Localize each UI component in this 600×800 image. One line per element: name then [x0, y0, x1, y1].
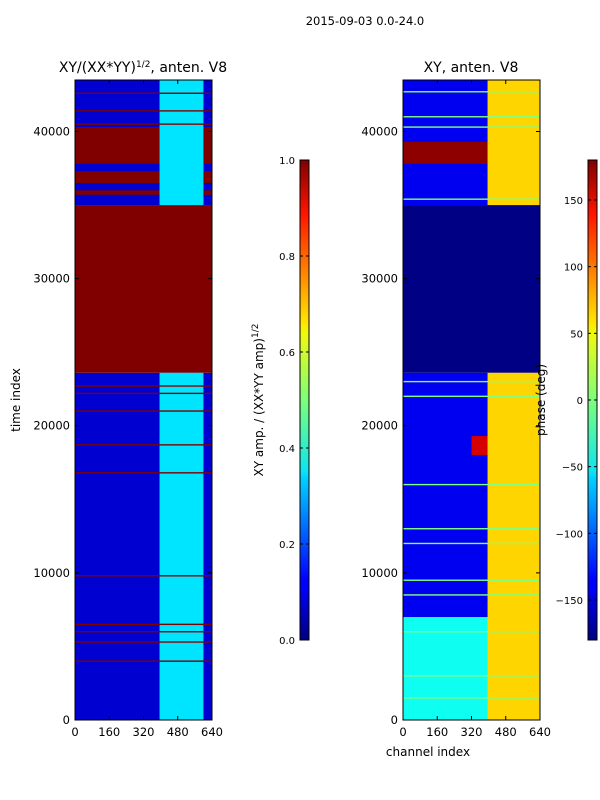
y-tick-label: 0	[63, 713, 70, 727]
x-tick-label: 480	[495, 725, 517, 739]
amplitude-heatmap	[75, 80, 212, 720]
phase-colorbar-label: phase (deg)	[534, 364, 548, 436]
heatmap-block	[159, 372, 204, 720]
colorbar-tick-label: 0.6	[279, 348, 295, 359]
heatmap-line	[75, 92, 212, 94]
x-tick-label: 0	[71, 725, 78, 739]
heatmap-line	[403, 528, 540, 530]
amplitude-colorbar-ticks: 0.0 0.2 0.4 0.6 0.8 1.0	[279, 156, 309, 647]
panel-amplitude: XY/(XX*YY)1/2, anten. V8 0 160 320 480 640 0…	[9, 60, 227, 739]
y-tick-label: 20000	[33, 419, 70, 433]
colorbar-tick-label: 1.0	[279, 156, 295, 167]
heatmap-line	[75, 641, 212, 643]
heatmap-line	[75, 123, 212, 125]
panel-phase-title: XY, anten. V8	[424, 60, 519, 76]
x-tick-label: 0	[399, 725, 406, 739]
x-tick-label: 480	[167, 725, 189, 739]
heatmap-line	[75, 623, 212, 626]
phase-colorbar: −150 −100 −50 0 50 100 150 phase (deg)	[534, 159, 598, 641]
heatmap-line	[403, 126, 540, 128]
amplitude-y-label: time index	[9, 368, 23, 432]
amplitude-x-ticks: 0 160 320 480 640	[71, 80, 223, 739]
colorbar-tick-label: 0.2	[279, 540, 295, 551]
heatmap-line	[75, 385, 212, 387]
amplitude-colorbar-label: XY amp. / (XX*YY amp)1/2	[251, 324, 266, 477]
heatmap-block	[403, 205, 540, 373]
panel-phase: XY, anten. V8 0 160 320 480 640 0 10000 20000 3…	[361, 60, 551, 759]
amplitude-colorbar-gradient	[299, 159, 310, 641]
heatmap-line	[403, 483, 540, 486]
heatmap-block	[159, 80, 204, 206]
phase-y-ticks: 0 10000 20000 30000 40000	[361, 124, 540, 727]
amplitude-y-ticks: 0 10000 20000 30000 40000	[33, 124, 212, 727]
x-tick-label: 320	[461, 725, 483, 739]
figure-suptitle: 2015-09-03 0.0-24.0	[306, 14, 425, 28]
colorbar-tick-label: 100	[564, 263, 583, 274]
y-tick-label: 20000	[361, 419, 398, 433]
heatmap-line	[403, 594, 540, 596]
heatmap-line	[403, 395, 540, 398]
heatmap-line	[75, 410, 212, 412]
heatmap-line	[403, 631, 540, 633]
heatmap-block	[75, 190, 212, 195]
colorbar-tick-label: 0	[577, 396, 583, 407]
heatmap-line	[403, 198, 540, 200]
amplitude-colorbar: 0.0 0.2 0.4 0.6 0.8 1.0 XY amp. / (XX*YY amp)…	[251, 156, 310, 647]
y-tick-label: 0	[391, 713, 398, 727]
colorbar-tick-label: 0.4	[279, 444, 295, 455]
colorbar-tick-label: 150	[564, 196, 583, 207]
heatmap-line	[75, 110, 212, 112]
heatmap-line	[75, 472, 212, 474]
heatmap-line	[403, 91, 540, 93]
heatmap-line	[403, 542, 540, 545]
x-tick-label: 640	[529, 725, 551, 739]
heatmap-block	[487, 372, 540, 720]
heatmap-line	[403, 116, 540, 118]
y-tick-label: 30000	[33, 272, 70, 286]
phase-x-ticks: 0 160 320 480 640	[399, 80, 551, 739]
heatmap-block	[487, 80, 540, 206]
y-tick-label: 40000	[33, 124, 70, 138]
phase-x-label: channel index	[386, 745, 470, 759]
panel-amplitude-title: XY/(XX*YY)1/2, anten. V8	[59, 60, 227, 76]
heatmap-line	[75, 444, 212, 446]
y-tick-label: 40000	[361, 124, 398, 138]
y-tick-label: 10000	[33, 566, 70, 580]
heatmap-line	[75, 631, 212, 633]
heatmap-line	[403, 697, 540, 699]
heatmap-line	[403, 579, 540, 581]
colorbar-tick-label: 0.8	[279, 252, 295, 263]
heatmap-line	[75, 575, 212, 577]
heatmap-line	[403, 675, 540, 677]
y-tick-label: 30000	[361, 272, 398, 286]
colorbar-tick-label: −100	[556, 529, 583, 540]
phase-colorbar-ticks: −150 −100 −50 0 50 100 150	[556, 196, 597, 607]
x-tick-label: 160	[426, 725, 448, 739]
x-tick-label: 160	[98, 725, 120, 739]
colorbar-tick-label: 0.0	[279, 636, 295, 647]
heatmap-line	[75, 392, 212, 395]
colorbar-tick-label: 50	[570, 329, 583, 340]
heatmap-line	[403, 380, 540, 383]
phase-heatmap	[403, 80, 540, 720]
colorbar-tick-label: −50	[562, 463, 583, 474]
heatmap-block	[75, 171, 212, 183]
x-tick-label: 640	[201, 725, 223, 739]
x-tick-label: 320	[133, 725, 155, 739]
heatmap-line	[75, 660, 212, 662]
heatmap-block	[75, 205, 212, 373]
colorbar-tick-label: −150	[556, 596, 583, 607]
y-tick-label: 10000	[361, 566, 398, 580]
